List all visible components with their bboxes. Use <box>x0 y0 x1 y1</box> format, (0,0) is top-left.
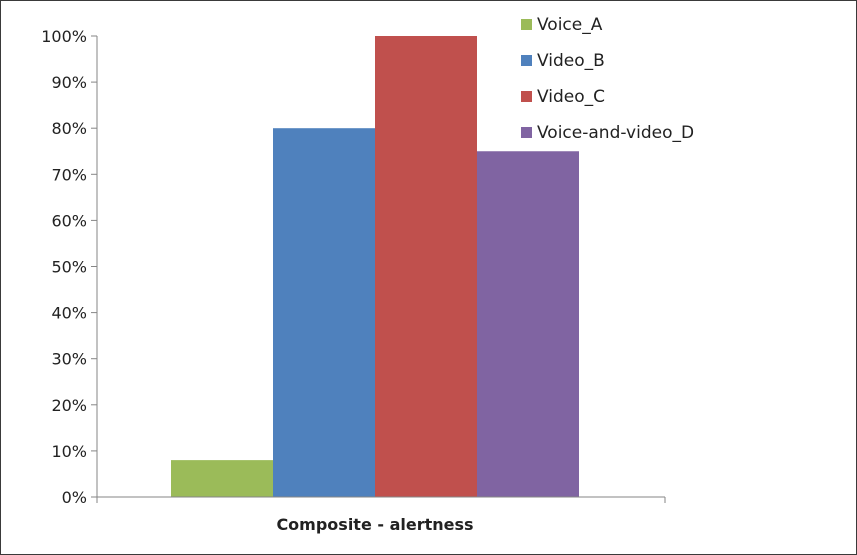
y-tick-label: 90% <box>51 73 87 92</box>
legend-label: Video_B <box>537 51 605 71</box>
bar-voice-and-video-d <box>477 151 579 497</box>
y-tick-label: 50% <box>51 258 87 277</box>
legend-label: Voice_A <box>537 15 603 35</box>
y-tick-label: 20% <box>51 396 87 415</box>
bar-voice-a <box>171 460 273 497</box>
y-tick-label: 80% <box>51 119 87 138</box>
bar-video-b <box>273 128 375 497</box>
legend-swatch <box>521 91 532 102</box>
y-tick-label: 30% <box>51 350 87 369</box>
legend: Voice_A Video_B Video_C Voice-and-video_D <box>521 15 694 143</box>
bar-video-c <box>375 36 477 497</box>
bars <box>171 36 579 497</box>
legend-swatch <box>521 127 532 138</box>
legend-label: Video_C <box>537 87 605 107</box>
y-tick-label: 40% <box>51 304 87 323</box>
legend-swatch <box>521 55 532 66</box>
y-tick-label: 70% <box>51 165 87 184</box>
y-tick-label: 0% <box>62 488 87 507</box>
y-tick-label: 100% <box>41 27 87 46</box>
x-axis: Composite - alertness <box>96 496 666 534</box>
y-tick-label: 10% <box>51 442 87 461</box>
y-tick-label: 60% <box>51 211 87 230</box>
y-axis: 0% 10% 20% 30% 40% 50% 60% 70% 80% 90% 100% <box>41 27 98 507</box>
x-category-label: Composite - alertness <box>276 515 473 534</box>
legend-label: Voice-and-video_D <box>537 123 694 143</box>
legend-swatch <box>521 19 532 30</box>
